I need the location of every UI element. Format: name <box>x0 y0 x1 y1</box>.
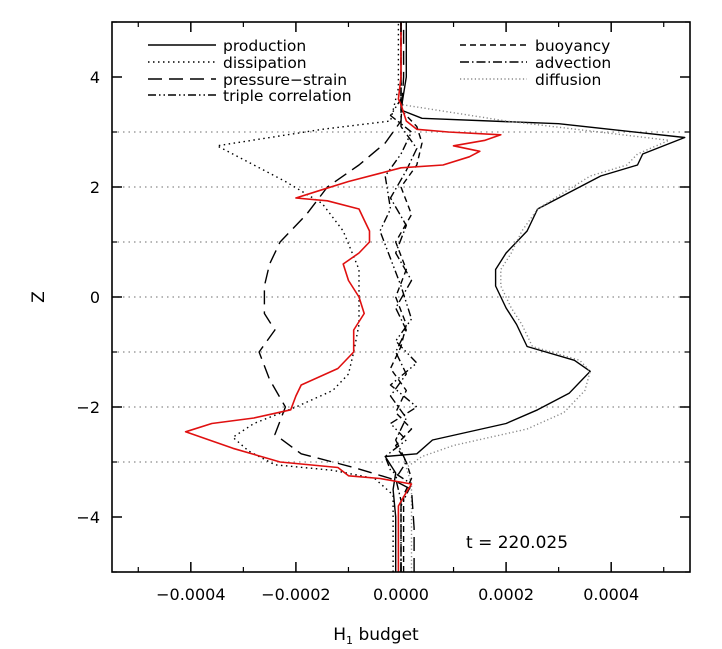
x-tick-label: 0.0004 <box>583 585 639 604</box>
x-tick-label: −0.0004 <box>156 585 225 604</box>
x-axis-label-rest: budget <box>353 625 419 645</box>
y-tick-label: 4 <box>90 68 100 87</box>
y-tick-label: −2 <box>76 398 100 417</box>
axis-ticks: −0.0004 −0.0002 0.0000 0.0002 0.0004 −4 −2 0 2 4 <box>76 21 690 604</box>
y-tick-label: 0 <box>90 288 100 307</box>
series-line-buoyancy <box>389 22 423 572</box>
x-axis-label: H1 budget <box>333 625 419 647</box>
x-tick-label: 0.0002 <box>478 585 534 604</box>
legend-label: buoyancy <box>535 37 610 55</box>
legend-label: production <box>223 37 306 55</box>
series-line-dissipation <box>216 22 400 572</box>
series-line-pressure-strain <box>258 22 415 572</box>
legend-label: advection <box>535 54 611 72</box>
legend: productiondissipationpressure−straintrip… <box>148 37 611 105</box>
series-line-triple-correlation <box>379 22 418 572</box>
x-tick-label: −0.0002 <box>261 585 330 604</box>
x-axis-label-subscript: 1 <box>346 634 353 647</box>
x-tick-label: 0.0000 <box>373 585 429 604</box>
series-line-production <box>384 22 686 572</box>
series-group <box>184 22 686 572</box>
series-line-diffusion <box>400 22 670 572</box>
legend-label: diffusion <box>535 71 601 89</box>
series-line-advection <box>389 22 418 572</box>
y-tick-label: −4 <box>76 508 100 527</box>
legend-label: triple correlation <box>223 87 352 105</box>
legend-label: dissipation <box>223 54 307 72</box>
legend-label: pressure−strain <box>223 71 347 89</box>
y-axis-label: Z <box>29 291 49 303</box>
y-tick-label: 2 <box>90 178 100 197</box>
time-annotation: t = 220.025 <box>466 533 568 553</box>
x-axis-label-main: H <box>333 625 346 645</box>
reference-lines <box>112 131 690 463</box>
series-line-total <box>184 22 502 572</box>
